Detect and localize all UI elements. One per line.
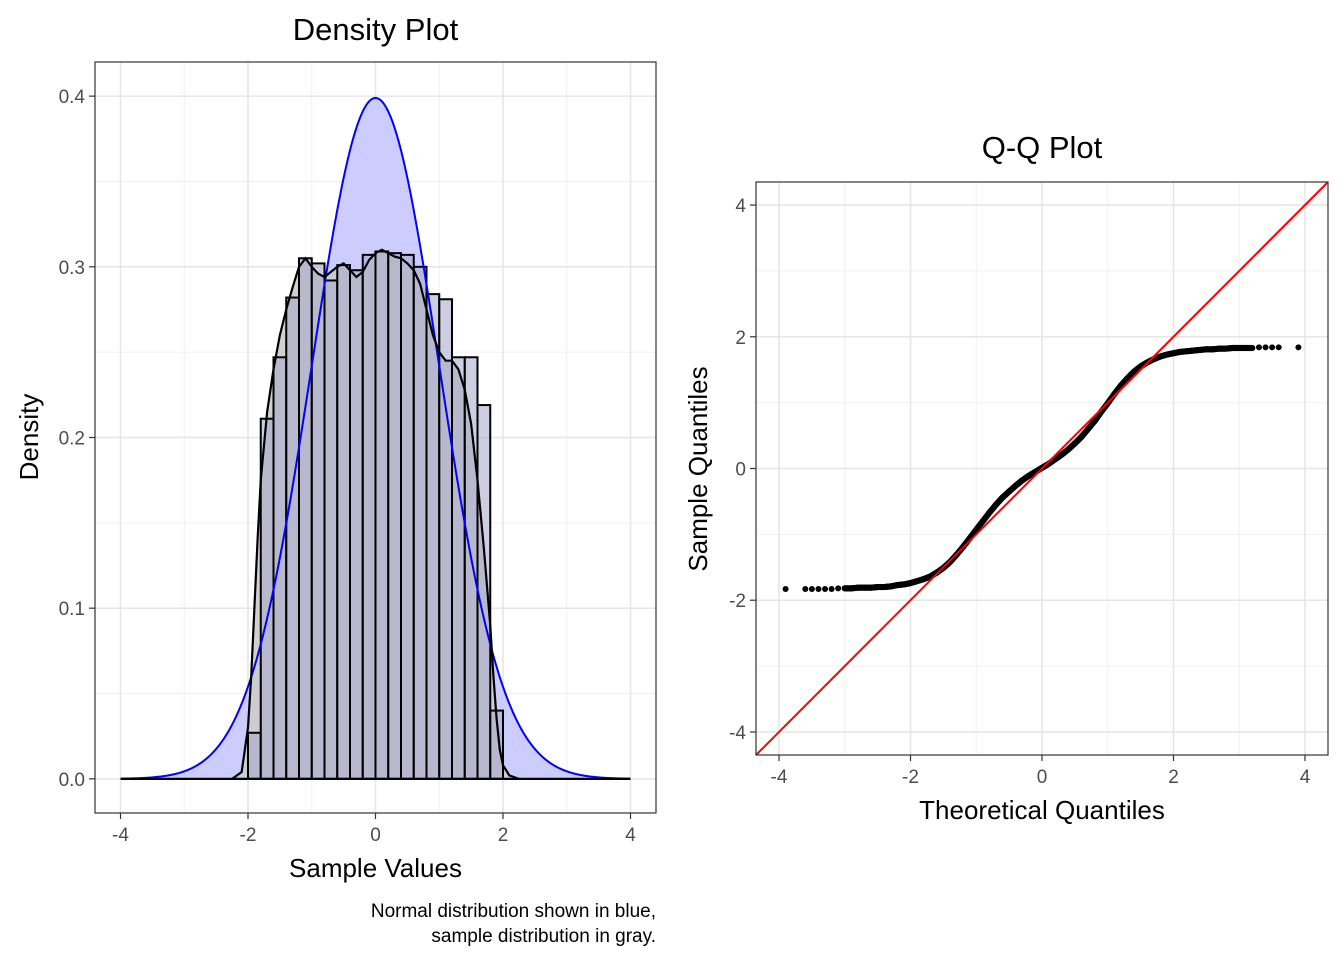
x-tick-label: 2: [498, 825, 509, 846]
histogram-bar: [349, 269, 364, 780]
y-tick-label: -2: [729, 591, 746, 612]
histogram-bar: [374, 250, 390, 780]
qq-point: [1275, 344, 1282, 351]
x-tick-label: 0: [1037, 767, 1048, 788]
y-tick-label: 2: [735, 328, 746, 349]
y-tick-label: 0.3: [59, 258, 85, 279]
y-tick-label: -4: [729, 723, 746, 744]
x-tick-label: -2: [240, 825, 257, 846]
qq-plot-title: Q-Q Plot: [982, 130, 1103, 165]
x-tick-label: -2: [902, 767, 919, 788]
histogram-bar: [400, 253, 415, 780]
qq-plot-axes: -4 -2 0 2 4 -4 -2 0 2 4: [729, 196, 1311, 788]
caption-line-1: Normal distribution shown in blue,: [371, 901, 656, 922]
x-tick-label: -4: [112, 825, 129, 846]
qq-plot-x-axis-title: Theoretical Quantiles: [919, 795, 1165, 825]
histogram-bar: [451, 356, 466, 780]
histogram-bar: [298, 257, 313, 780]
normal-density-line-layer: [120, 96, 631, 780]
histogram-bar: [438, 298, 453, 780]
histogram-bar: [361, 253, 377, 780]
x-tick-label: 2: [1168, 767, 1179, 788]
histogram-bar: [247, 731, 262, 780]
qq-point: [808, 586, 815, 593]
sample-density-line: [231, 248, 520, 780]
x-tick-label: -4: [771, 767, 788, 788]
density-plot-y-axis-title: Density: [14, 394, 44, 481]
x-tick-label: 4: [1300, 767, 1311, 788]
qq-points-layer: [782, 344, 1302, 593]
y-tick-label: 0.4: [59, 87, 86, 108]
y-tick-label: 0.1: [59, 599, 85, 620]
histogram-bar: [336, 264, 351, 780]
qq-point: [1295, 344, 1302, 351]
y-tick-label: 4: [735, 196, 746, 217]
histogram-bar: [425, 293, 441, 780]
histogram-bar: [387, 252, 402, 780]
y-tick-label: 0: [735, 460, 746, 481]
qq-point: [1269, 344, 1276, 351]
histogram-bar: [272, 356, 288, 780]
histogram-bar: [412, 265, 428, 780]
density-plot-x-axis-title: Sample Values: [289, 853, 462, 883]
qq-plot-panel: -4 -2 0 2 4 -4 -2 0 2 4 Q-Q Plot Theoretical Quan…: [683, 130, 1329, 825]
y-tick-label: 0.0: [59, 770, 85, 791]
density-plot-title: Density Plot: [293, 12, 459, 47]
qq-point: [1248, 344, 1255, 352]
qq-point: [802, 586, 809, 593]
sample-density-line-layer: [120, 248, 631, 780]
caption-line-2: sample distribution in gray.: [431, 926, 656, 947]
qq-plot-y-axis-title: Sample Quantiles: [683, 366, 713, 571]
x-tick-label: 0: [370, 825, 381, 846]
histogram-bar: [285, 296, 300, 780]
qq-point: [822, 586, 829, 593]
density-plot-panel: -4 -2 0 2 4 0.0 0.1 0.2 0.3 0.4 Density Plot Samp…: [14, 12, 657, 947]
qq-point: [782, 586, 789, 593]
qq-point: [1255, 344, 1262, 351]
density-plot-axes: -4 -2 0 2 4 0.0 0.1 0.2 0.3 0.4: [59, 87, 637, 846]
histogram-bar: [310, 262, 326, 780]
qq-point: [1262, 344, 1269, 351]
qq-reference-line-layer: [755, 181, 1329, 756]
qq-point: [828, 586, 835, 593]
qq-point: [815, 586, 822, 593]
normal-density-line: [120, 96, 631, 780]
qq-point: [835, 585, 842, 592]
histogram-bar: [323, 279, 339, 780]
qq-reference-line: [755, 181, 1329, 756]
x-tick-label: 4: [625, 825, 636, 846]
y-tick-label: 0.2: [59, 429, 85, 450]
